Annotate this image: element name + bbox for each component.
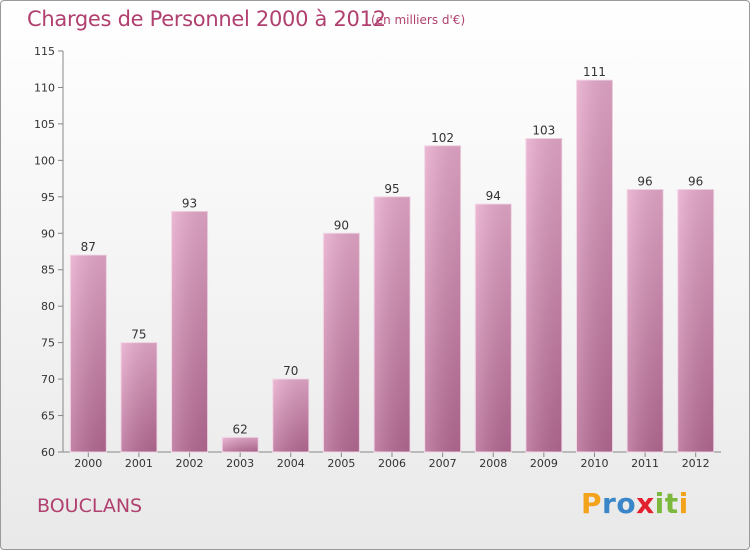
value-label-2006: 95	[384, 182, 399, 196]
logo-letter: r	[602, 487, 617, 520]
bar-shade-2004	[272, 379, 309, 452]
y-tick-label: 70	[41, 373, 55, 386]
value-label-2009: 103	[532, 123, 555, 137]
y-tick-label: 115	[34, 45, 55, 58]
bar-shade-2003	[222, 437, 259, 452]
chart-subtitle: (en milliers d'€)	[371, 13, 466, 27]
logo-letter: t	[664, 487, 679, 520]
logo-letter: x	[636, 487, 655, 520]
logo-letter: o	[616, 487, 637, 520]
value-label-2007: 102	[431, 131, 454, 145]
y-tick-label: 105	[34, 118, 55, 131]
proxiti-logo: Proxiti	[581, 487, 689, 520]
chart-title: Charges de Personnel 2000 à 2012	[27, 7, 386, 31]
bar-shade-2005	[323, 233, 360, 452]
value-label-2005: 90	[334, 218, 349, 232]
value-label-2011: 96	[637, 175, 652, 189]
bar-shade-2000	[70, 255, 107, 452]
bar-shade-2006	[374, 196, 410, 452]
x-tick-label-2011: 2011	[631, 457, 659, 470]
y-tick-label: 95	[41, 191, 55, 204]
y-tick-label: 110	[34, 81, 55, 94]
x-tick-label-2002: 2002	[176, 457, 204, 470]
bar-shade-2011	[627, 189, 664, 452]
value-label-2008: 94	[486, 189, 501, 203]
x-tick-label-2004: 2004	[277, 457, 305, 470]
x-tick-label-2012: 2012	[682, 457, 710, 470]
commune-name: BOUCLANS	[37, 495, 143, 517]
y-tick-label: 100	[34, 154, 55, 167]
y-tick-label: 65	[41, 410, 55, 423]
bar-shade-2001	[120, 342, 157, 452]
y-tick-label: 80	[41, 300, 55, 313]
logo-letter: i	[654, 487, 665, 520]
y-tick-label: 75	[41, 337, 55, 350]
value-label-2003: 62	[233, 422, 248, 436]
x-tick-label-2001: 2001	[125, 457, 153, 470]
value-label-2001: 75	[131, 328, 146, 342]
bar-shade-2002	[171, 211, 208, 452]
x-tick-label-2010: 2010	[580, 457, 608, 470]
y-tick-label: 85	[41, 264, 55, 277]
x-tick-label-2003: 2003	[226, 457, 254, 470]
bar-shade-2007	[424, 145, 461, 453]
y-tick-label: 90	[41, 227, 55, 240]
y-tick-label: 60	[41, 446, 55, 459]
value-label-2000: 87	[81, 240, 96, 254]
x-tick-label-2008: 2008	[479, 457, 507, 470]
bar-shade-2009	[525, 138, 562, 452]
x-tick-label-2005: 2005	[327, 457, 355, 470]
logo-letter: i	[678, 487, 689, 520]
value-label-2002: 93	[182, 196, 197, 210]
bar-shade-2012	[677, 189, 714, 452]
x-tick-label-2006: 2006	[378, 457, 406, 470]
bar-shade-2010	[576, 80, 613, 452]
x-tick-label-2007: 2007	[429, 457, 457, 470]
value-label-2010: 111	[583, 65, 606, 79]
logo-letter: P	[581, 487, 603, 520]
bar-shade-2008	[475, 204, 512, 452]
x-tick-label-2000: 2000	[74, 457, 102, 470]
value-label-2004: 70	[283, 364, 298, 378]
x-tick-label-2009: 2009	[530, 457, 558, 470]
value-label-2012: 96	[688, 175, 703, 189]
